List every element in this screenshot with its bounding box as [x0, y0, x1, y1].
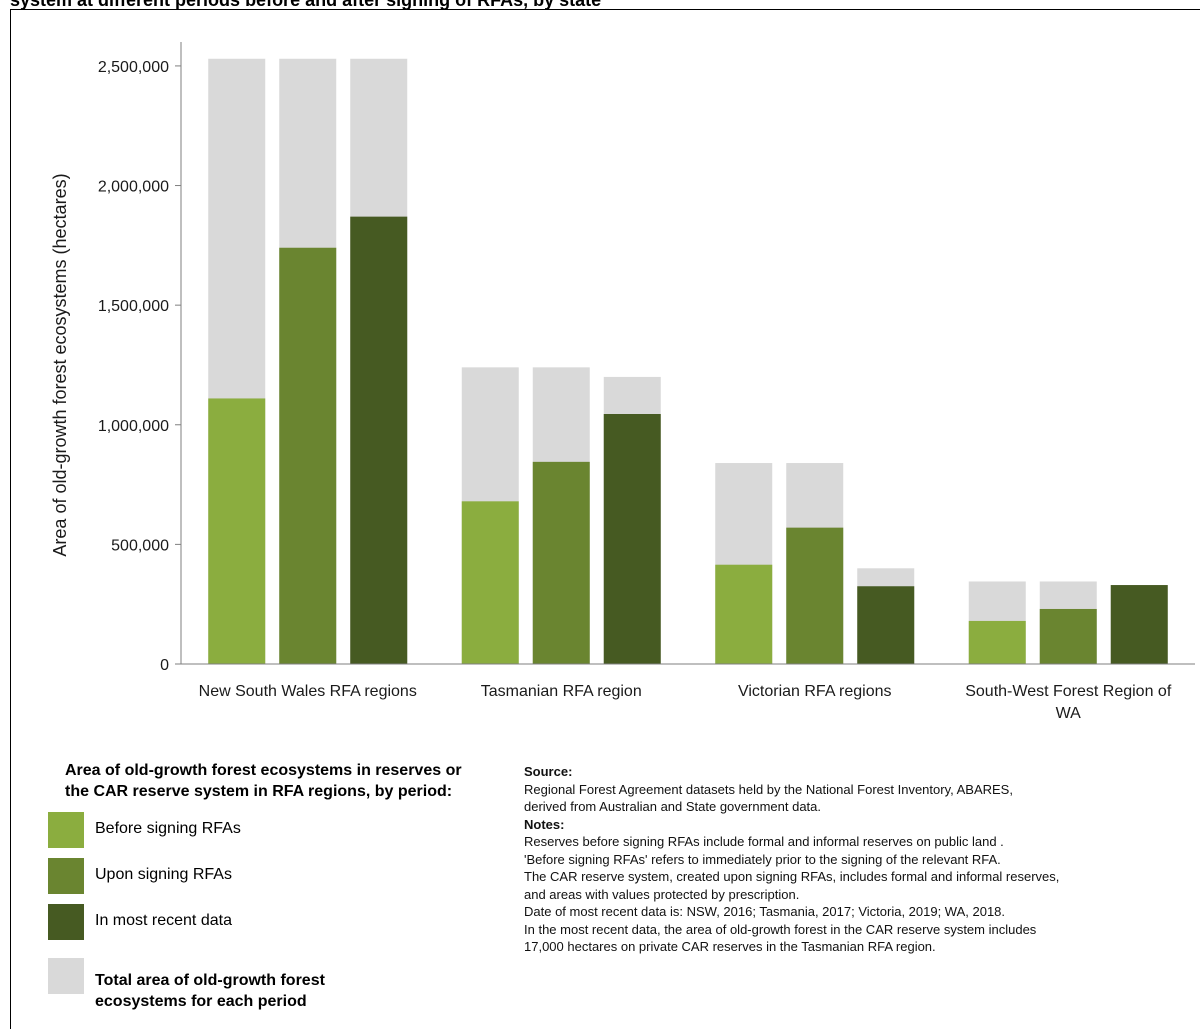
bar-before [715, 564, 773, 664]
bar-upon [532, 461, 590, 664]
bar-group [208, 58, 408, 664]
legend-label-recent: In most recent data [95, 912, 232, 929]
bar-recent [603, 414, 661, 664]
x-axis: New South Wales RFA regions Tasmanian RFA… [181, 663, 1195, 722]
source-line-2: derived from Australian and State govern… [524, 799, 822, 814]
y-tick-label: 2,000,000 [98, 179, 169, 196]
legend-item-before: Before signing RFAs [48, 812, 498, 858]
legend-item-total: Total area of old-growth forest ecosyste… [48, 958, 498, 1018]
legend-item-upon: Upon signing RFAs [48, 858, 498, 904]
source-notes: Source: Regional Forest Agreement datase… [524, 763, 1184, 956]
figure-frame [10, 9, 1200, 1029]
note-line-4: and areas with values protected by presc… [524, 886, 800, 902]
bar-before [968, 620, 1026, 664]
bar-upon [1039, 608, 1097, 664]
legend-swatch-recent [48, 904, 84, 940]
bar-group [715, 463, 915, 664]
bar-recent [1110, 585, 1168, 664]
x-category-label: Tasmanian RFA region [481, 683, 642, 700]
bars-group [208, 58, 1168, 664]
legend-swatch-upon [48, 858, 84, 894]
note-line-3: The CAR reserve system, created upon sig… [524, 869, 1060, 884]
legend-title-line-2: the CAR reserve system in RFA regions, b… [65, 783, 453, 800]
y-tick-label: 500,000 [111, 537, 169, 554]
legend-swatch-before [48, 812, 84, 848]
source-line-1: Regional Forest Agreement datasets held … [524, 781, 1013, 797]
bar-upon [279, 247, 337, 664]
legend-title: Area of old-growth forest ecosystems in … [65, 760, 498, 802]
bar-group [968, 581, 1168, 664]
legend-label-total: Total area of old-growth forest ecosyste… [95, 970, 415, 1012]
note-line-7: 17,000 hectares on private CAR reserves … [524, 939, 936, 954]
x-category-label: South-West Forest Region of [965, 683, 1172, 700]
bar-before [208, 398, 266, 664]
x-category-label: Victorian RFA regions [738, 683, 892, 700]
y-axis-title: Area of old-growth forest ecosystems (he… [50, 173, 70, 556]
y-tick-label: 1,500,000 [98, 298, 169, 315]
bar-recent [857, 586, 915, 664]
legend-title-line-1: Area of old-growth forest ecosystems in … [65, 762, 462, 779]
legend-total-line-1: Total area of old-growth forest [95, 972, 325, 989]
x-category-label: WA [1056, 705, 1082, 722]
legend-item-recent: In most recent data [48, 904, 498, 950]
bar-group [461, 367, 661, 664]
legend-label-before: Before signing RFAs [95, 820, 241, 837]
x-category-label: New South Wales RFA regions [199, 683, 417, 700]
note-line-2: 'Before signing RFAs' refers to immediat… [524, 851, 1001, 867]
legend-swatch-total [48, 958, 84, 994]
bar-before [461, 501, 519, 664]
y-tick-label: 2,500,000 [98, 59, 169, 76]
y-axis: 0 500,000 1,000,000 1,500,000 2,000,000 2,500… [98, 42, 182, 674]
legend-label-upon: Upon signing RFAs [95, 866, 232, 883]
y-tick-label: 0 [160, 657, 169, 674]
legend: Area of old-growth forest ecosystems in … [48, 760, 498, 1018]
bar-upon [786, 527, 844, 664]
legend-total-line-2: ecosystems for each period [95, 993, 307, 1010]
note-line-1: Reserves before signing RFAs include for… [524, 834, 1004, 849]
chart-title: system at different periods before and a… [10, 0, 602, 10]
source-heading: Source: [524, 764, 573, 779]
note-line-6: In the most recent data, the area of old… [524, 921, 1037, 937]
bar-chart: 0 500,000 1,000,000 1,500,000 2,000,000 2,500… [50, 42, 1195, 722]
notes-heading: Notes: [524, 816, 565, 832]
bar-recent [350, 216, 408, 664]
y-tick-label: 1,000,000 [98, 418, 169, 435]
note-line-5: Date of most recent data is: NSW, 2016; … [524, 904, 1006, 919]
